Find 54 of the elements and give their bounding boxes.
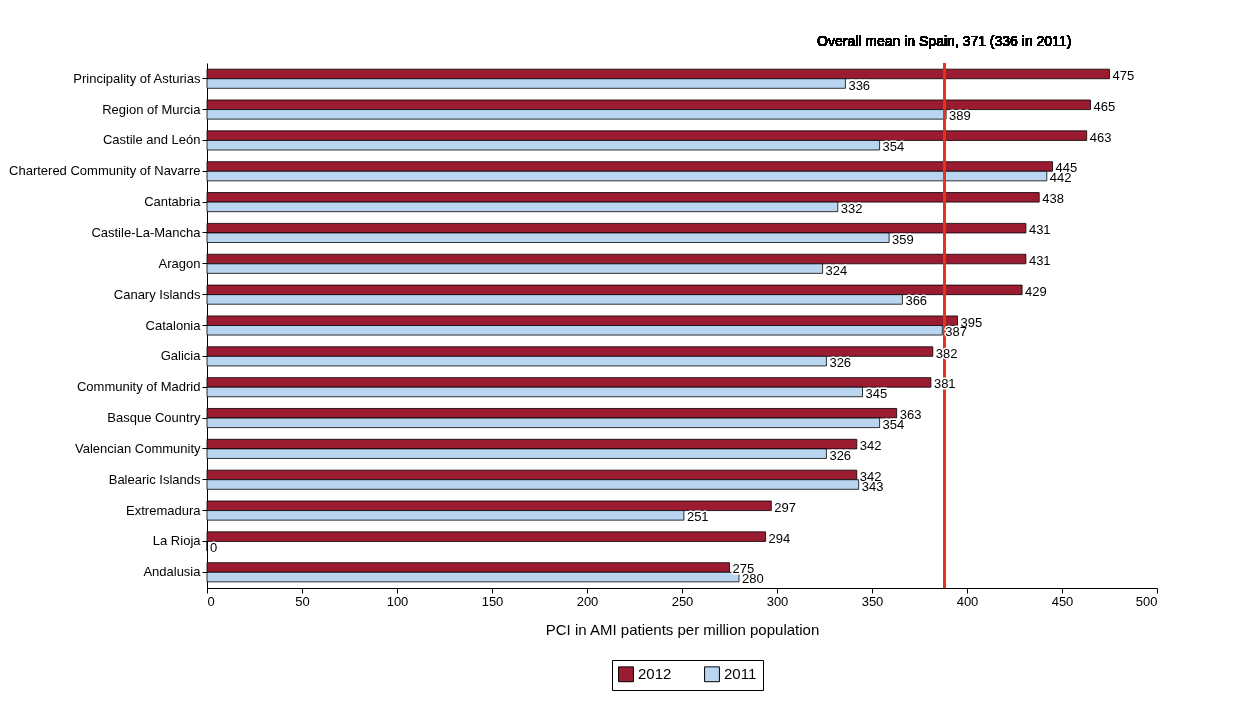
y-tick-label: Balearic Islands <box>108 471 201 487</box>
x-tick-label: 200 <box>576 593 599 609</box>
data-label: 463 <box>1089 129 1112 145</box>
y-tick-label: Galicia <box>160 348 202 364</box>
x-tick-label: 100 <box>386 593 409 609</box>
data-label: 475 <box>1112 67 1135 83</box>
y-tick-label: Cantabria <box>144 194 202 210</box>
x-tick-label: 0 <box>207 593 215 609</box>
x-axis-title: PCI in AMI patients per million population <box>545 620 820 638</box>
data-label: 465 <box>1093 98 1116 114</box>
data-label: 326 <box>829 355 852 371</box>
y-tick-label: Catalonia <box>145 317 202 333</box>
legend-label: 2011 <box>724 665 757 683</box>
y-tick-label: Chartered Community of Navarre <box>9 163 201 179</box>
x-tick-label: 450 <box>1051 593 1074 609</box>
data-label: 0 <box>210 540 218 556</box>
data-label: 336 <box>848 77 871 93</box>
x-tick-label: 250 <box>671 593 694 609</box>
data-label: 389 <box>949 108 971 124</box>
y-tick-label: Region of Murcia <box>102 101 202 117</box>
data-label: 342 <box>859 438 882 454</box>
data-label: 297 <box>774 499 796 515</box>
data-label: 431 <box>1028 253 1051 269</box>
x-tick-label: 500 <box>1135 593 1158 609</box>
data-label: 431 <box>1028 222 1051 238</box>
x-tick-label: 350 <box>861 593 884 609</box>
y-tick-label: Aragon <box>158 255 201 271</box>
x-tick-label: 50 <box>295 593 310 609</box>
y-tick-label: Canary Islands <box>113 286 201 302</box>
legend-label: 2012 <box>638 665 672 683</box>
y-tick-label: Castile-La-Mancha <box>91 224 202 240</box>
data-label: 429 <box>1025 283 1047 299</box>
data-label: 251 <box>686 509 709 525</box>
ref-line-label: Overall mean in Spain, 371 (336 in 2011) <box>817 33 1072 49</box>
y-tick-label: Extremadura <box>126 502 202 518</box>
data-label: 294 <box>768 530 791 546</box>
data-label: 354 <box>882 139 905 155</box>
data-label: 438 <box>1042 191 1064 207</box>
data-label: 326 <box>829 447 852 463</box>
data-label: 366 <box>905 293 928 309</box>
data-label: 359 <box>892 231 914 247</box>
data-label: 332 <box>840 200 863 216</box>
y-tick-label: Community of Madrid <box>76 379 201 395</box>
data-label: 345 <box>865 385 888 401</box>
y-tick-label: La Rioja <box>152 533 202 549</box>
y-tick-label: Castile and León <box>102 132 201 148</box>
x-tick-label: 400 <box>956 593 979 609</box>
x-tick-label: 150 <box>481 593 504 609</box>
y-tick-label: Basque Country <box>107 410 201 426</box>
x-tick-label: 300 <box>766 593 789 609</box>
data-label: 324 <box>825 262 848 278</box>
y-tick-label: Principality of Asturias <box>73 70 201 86</box>
y-tick-label: Valencian Community <box>75 440 201 456</box>
y-tick-label: Andalusia <box>143 564 202 580</box>
